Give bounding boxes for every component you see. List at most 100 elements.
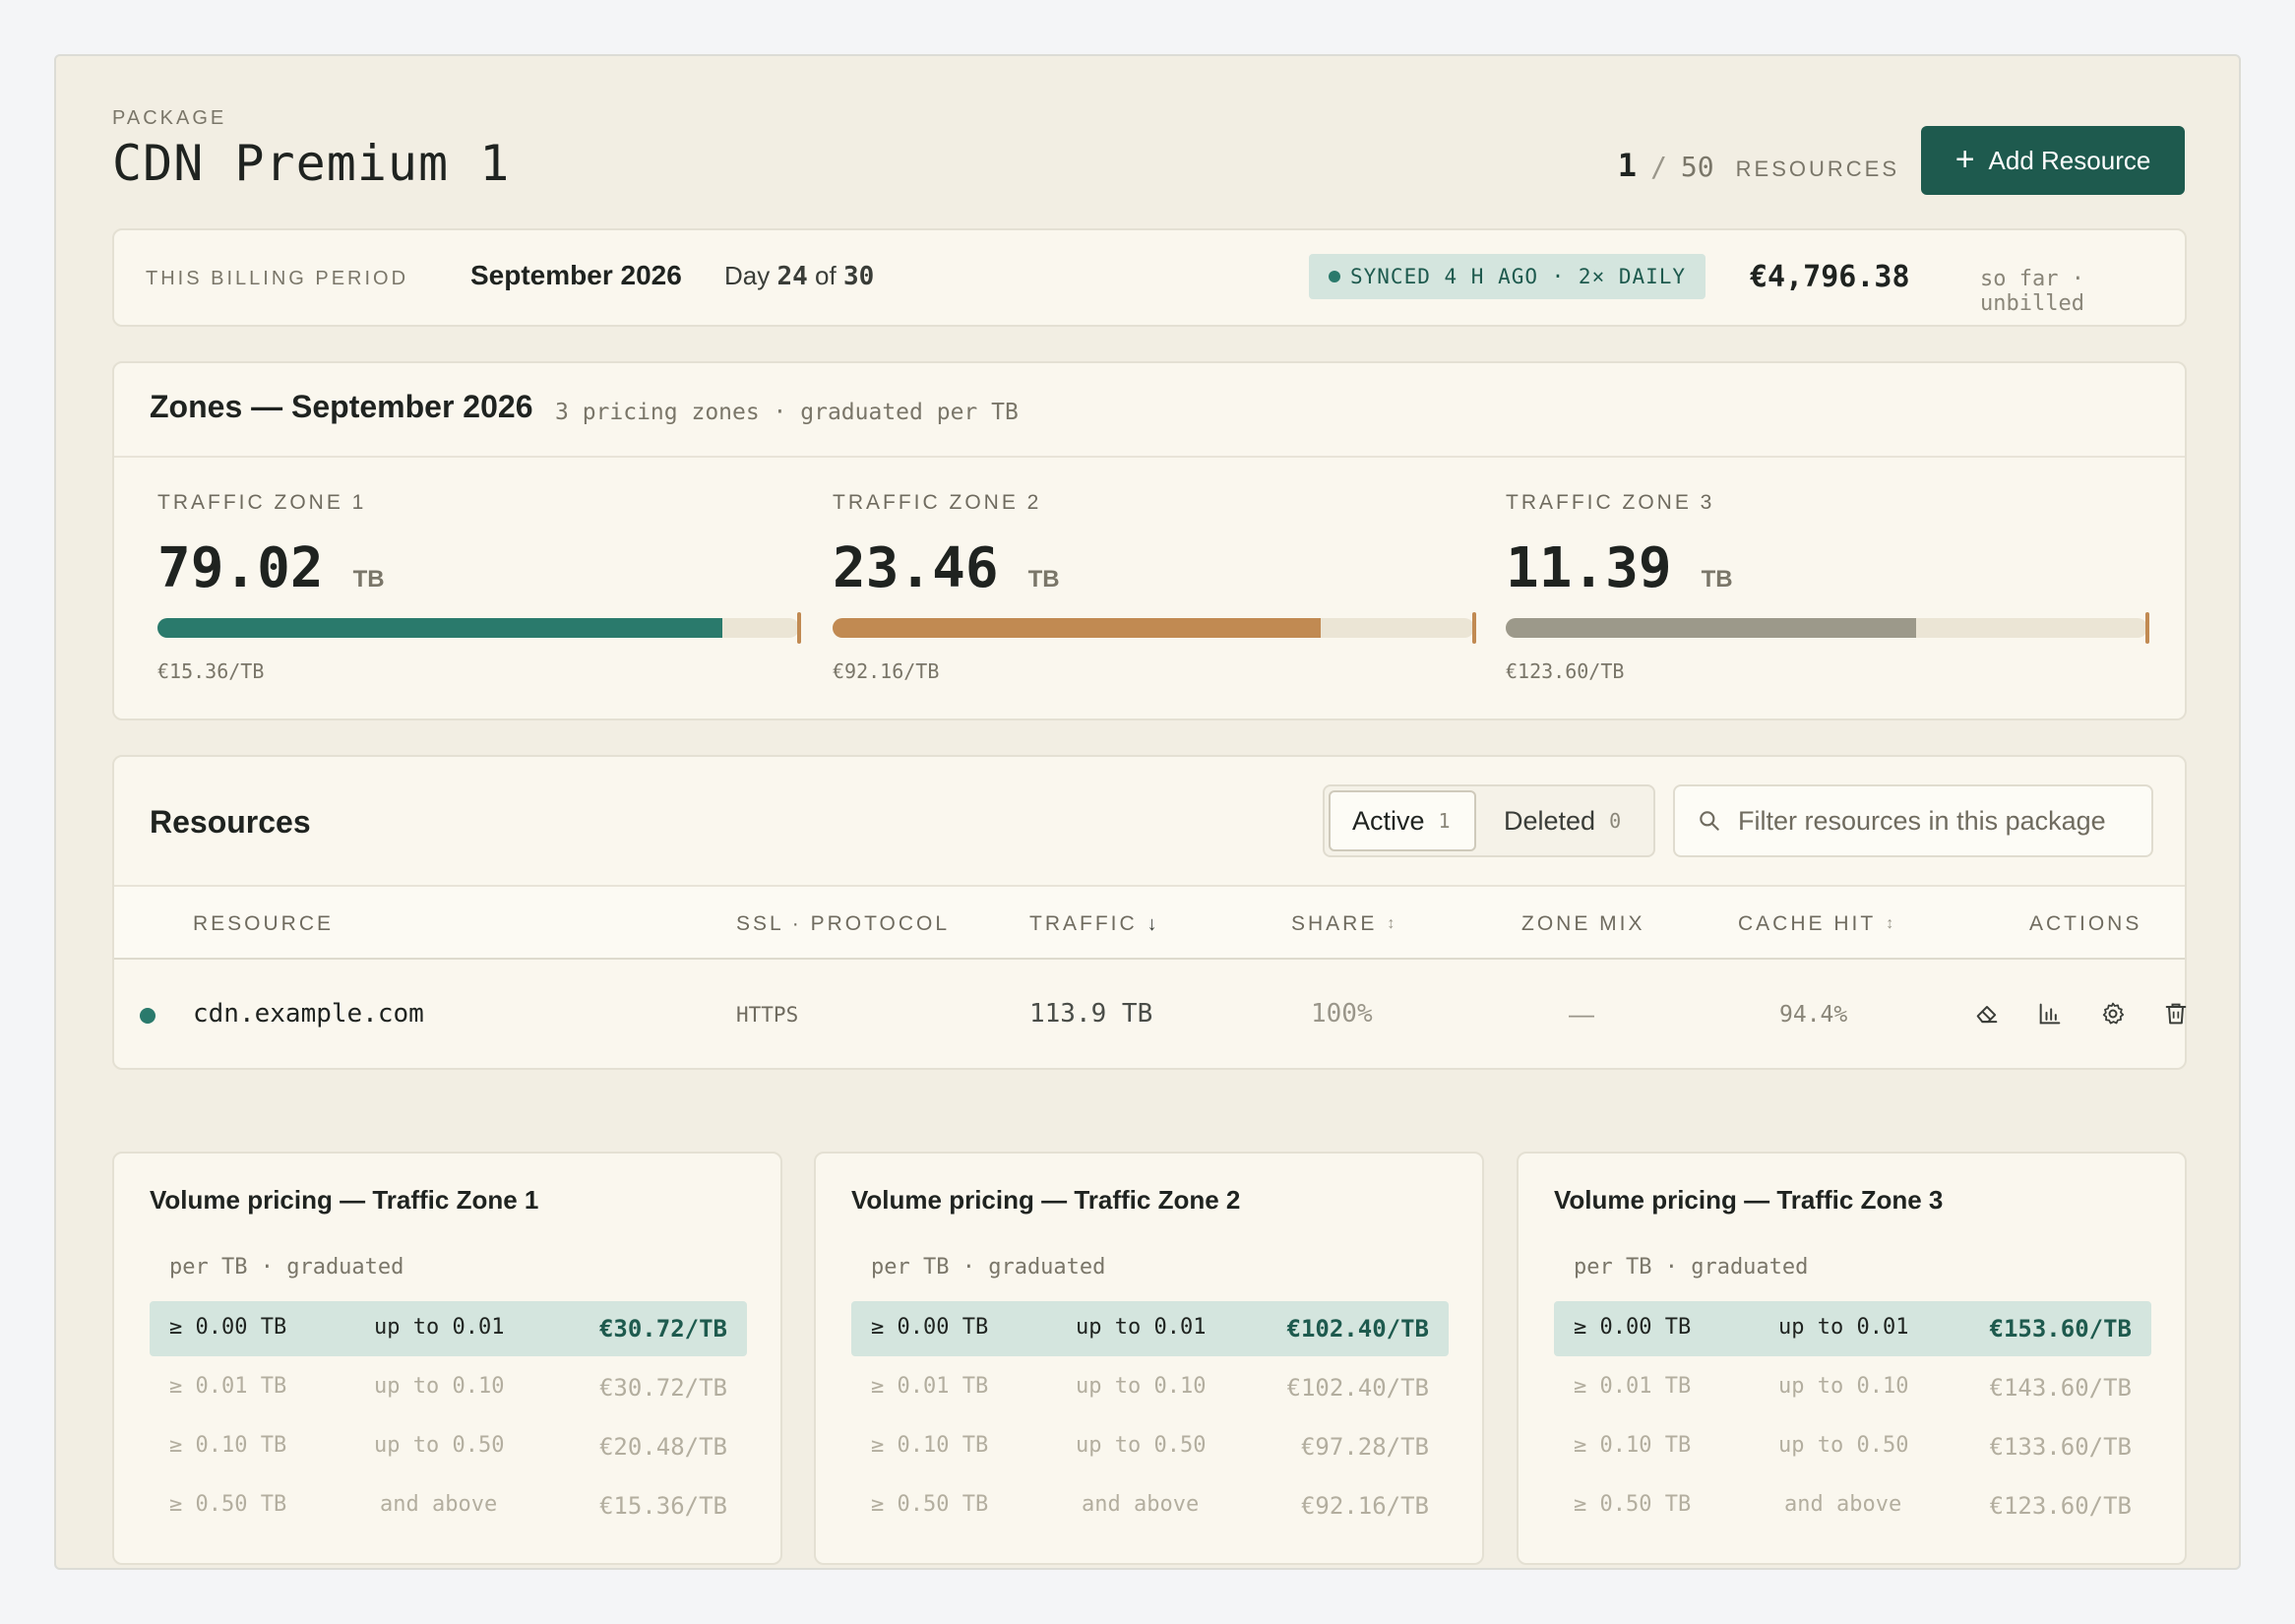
sort-desc-icon: ↓	[1147, 912, 1157, 935]
pricing-tier-current: ≥ 0.00 TB up to 0.01 €102.40/TB	[851, 1301, 1449, 1356]
zone-label: TRAFFIC ZONE 1	[157, 491, 367, 514]
tier-upto: up to 0.01	[374, 1315, 505, 1340]
tier-from: ≥ 0.01 TB	[1574, 1374, 1692, 1399]
column-traffic[interactable]: TRAFFIC ↓	[1029, 912, 1157, 936]
zone-usage-cap	[1472, 612, 1476, 644]
zones-header: Zones — September 2026 3 pricing zones ·…	[114, 363, 2185, 458]
pricing-tier: ≥ 0.10 TB up to 0.50 €97.28/TB	[851, 1419, 1449, 1474]
delete-button[interactable]	[2161, 999, 2191, 1029]
column-actions-label: ACTIONS	[2029, 912, 2142, 935]
zones-title: Zones — September 2026	[150, 389, 533, 424]
zone-usage-cap	[797, 612, 801, 644]
tab-active-label: Active	[1352, 805, 1425, 836]
tab-deleted[interactable]: Deleted 0	[1504, 790, 1621, 851]
zone-usage-bar	[157, 612, 801, 644]
billing-day-current: 24	[776, 262, 808, 291]
eraser-icon	[1976, 1006, 1998, 1024]
tier-price: €133.60/TB	[1989, 1433, 2133, 1461]
zone-rate: €92.16/TB	[833, 659, 940, 683]
tier-price: €123.60/TB	[1989, 1492, 2133, 1520]
pricing-tier-current: ≥ 0.00 TB up to 0.01 €30.72/TB	[150, 1301, 747, 1356]
tab-deleted-label: Deleted	[1504, 805, 1596, 836]
column-ssl-label: SSL · PROTOCOL	[736, 912, 951, 935]
add-resource-button[interactable]: + Add Resource	[1921, 126, 2185, 195]
zone-rate: €123.60/TB	[1506, 659, 1625, 683]
zone-label: TRAFFIC ZONE 3	[1506, 491, 1715, 514]
pricing-subtitle: per TB · graduated	[871, 1255, 1106, 1280]
tier-price: €102.40/TB	[1286, 1315, 1430, 1343]
tier-upto: up to 0.50	[1076, 1433, 1207, 1458]
pricing-tier: ≥ 0.01 TB up to 0.10 €102.40/TB	[851, 1360, 1449, 1415]
sync-status-text: SYNCED 4 H AGO · 2× DAILY	[1350, 265, 1687, 288]
billing-period-month: September 2026	[470, 260, 682, 290]
billing-day-total: 30	[842, 262, 875, 291]
zone-usage-fill	[833, 618, 1321, 638]
resources-card: Resources Active 1 Deleted 0 RESOURCE	[112, 755, 2187, 1070]
page-title: CDN Premium 1	[112, 135, 511, 192]
billing-day-of: of	[815, 261, 837, 290]
column-zone-mix[interactable]: ZONE MIX	[1521, 912, 1645, 936]
column-ssl-protocol[interactable]: SSL · PROTOCOL	[736, 912, 950, 936]
tier-price: €153.60/TB	[1989, 1315, 2133, 1343]
resource-name[interactable]: cdn.example.com	[193, 999, 424, 1029]
tier-from: ≥ 0.50 TB	[871, 1492, 989, 1517]
billing-amount-note: so far · unbilled	[1980, 267, 2084, 316]
pricing-tier: ≥ 0.10 TB up to 0.50 €20.48/TB	[150, 1419, 747, 1474]
bar-chart-icon	[2039, 1003, 2061, 1025]
pricing-tier: ≥ 0.50 TB and above €15.36/TB	[150, 1478, 747, 1533]
tier-from: ≥ 0.00 TB	[871, 1315, 989, 1340]
tab-active[interactable]: Active 1	[1329, 790, 1476, 851]
tier-from: ≥ 0.10 TB	[871, 1433, 989, 1458]
zone-2: TRAFFIC ZONE 2 23.46 TB €92.16/TB	[833, 491, 1476, 683]
pricing-tier: ≥ 0.50 TB and above €92.16/TB	[851, 1478, 1449, 1533]
statistics-button[interactable]	[2035, 999, 2065, 1029]
column-share[interactable]: SHARE ↕	[1291, 912, 1395, 936]
tier-price: €92.16/TB	[1300, 1492, 1429, 1520]
zone-usage-cap	[2145, 612, 2149, 644]
resource-cache-hit: 94.4%	[1779, 1002, 1848, 1028]
zone-traffic-value: 23.46	[833, 536, 999, 600]
column-zone-mix-label: ZONE MIX	[1521, 912, 1645, 935]
pricing-tier-current: ≥ 0.00 TB up to 0.01 €153.60/TB	[1554, 1301, 2151, 1356]
column-resource-label: RESOURCE	[193, 912, 335, 935]
zones-card: Zones — September 2026 3 pricing zones ·…	[112, 361, 2187, 720]
tier-price: €30.72/TB	[598, 1374, 727, 1402]
pricing-card-zone-1: Volume pricing — Traffic Zone 1 per TB ·…	[112, 1152, 782, 1565]
sort-icon: ↕	[1886, 915, 1894, 932]
resource-count: 1 / 50 RESOURCES	[1618, 147, 1899, 184]
zone-label: TRAFFIC ZONE 2	[833, 491, 1042, 514]
zone-1: TRAFFIC ZONE 1 79.02 TB €15.36/TB	[157, 491, 801, 683]
trash-icon	[2165, 1003, 2187, 1025]
tier-upto: up to 0.01	[1778, 1315, 1909, 1340]
zone-traffic-value: 79.02	[157, 536, 324, 600]
tier-upto: and above	[1082, 1492, 1200, 1517]
tier-upto: up to 0.10	[1778, 1374, 1909, 1399]
tier-upto: up to 0.01	[1076, 1315, 1207, 1340]
tier-upto: up to 0.10	[1076, 1374, 1207, 1399]
tier-price: €20.48/TB	[598, 1433, 727, 1461]
resource-traffic: 113.9 TB	[1029, 999, 1153, 1029]
column-resource[interactable]: RESOURCE	[193, 912, 334, 936]
pricing-title: Volume pricing — Traffic Zone 1	[150, 1185, 539, 1215]
column-cache-hit-label: CACHE HIT	[1738, 912, 1877, 935]
tab-active-count: 1	[1438, 809, 1451, 833]
settings-button[interactable]	[2098, 999, 2128, 1029]
billing-period-label: THIS BILLING PERIOD	[146, 268, 409, 289]
zone-3: TRAFFIC ZONE 3 11.39 TB €123.60/TB	[1506, 491, 2149, 683]
resource-share: 100%	[1311, 999, 1373, 1029]
billing-amount: €4,796.38	[1750, 260, 1910, 294]
package-panel: PACKAGE CDN Premium 1 1 / 50 RESOURCES +…	[54, 54, 2241, 1570]
column-cache-hit[interactable]: CACHE HIT ↕	[1738, 912, 1893, 936]
pricing-tier: ≥ 0.50 TB and above €123.60/TB	[1554, 1478, 2151, 1533]
row-actions	[1972, 999, 2191, 1029]
resource-zone-mix: —	[1569, 999, 1594, 1029]
purge-cache-button[interactable]	[1972, 999, 2002, 1029]
table-row[interactable]: cdn.example.com HTTPS 113.9 TB 100% — 94…	[114, 962, 2187, 1066]
active-status-dot	[140, 1008, 155, 1024]
filter-resources-input[interactable]	[1738, 805, 2141, 837]
gear-icon	[2102, 1002, 2125, 1025]
resource-count-current: 1	[1617, 147, 1638, 184]
tier-price: €30.72/TB	[598, 1315, 727, 1343]
zones-subtitle: 3 pricing zones · graduated per TB	[555, 400, 1019, 425]
zone-traffic-unit: TB	[1027, 566, 1060, 593]
